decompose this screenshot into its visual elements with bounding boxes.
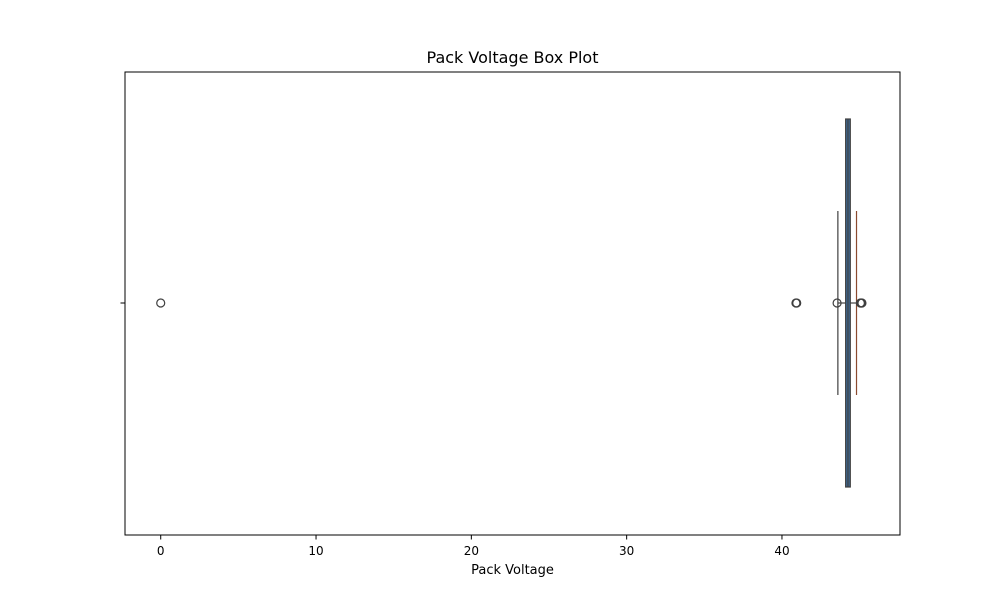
- x-axis: 0 10 20 30 40: [157, 535, 790, 558]
- x-tick-label: 10: [308, 544, 323, 558]
- x-tick-label: 40: [774, 544, 789, 558]
- x-tick-label: 30: [619, 544, 634, 558]
- x-tick-label: 0: [157, 544, 165, 558]
- outlier-group: [156, 298, 867, 308]
- chart-title: Pack Voltage Box Plot: [427, 48, 599, 67]
- x-axis-label: Pack Voltage: [471, 563, 554, 578]
- x-tick-label: 20: [464, 544, 479, 558]
- plot-area-frame: [124, 71, 901, 536]
- outlier-point: [792, 298, 802, 308]
- box-group: [837, 118, 858, 488]
- outlier-point: [156, 298, 166, 308]
- outlier-point: [832, 298, 842, 308]
- outlier-point: [857, 298, 867, 308]
